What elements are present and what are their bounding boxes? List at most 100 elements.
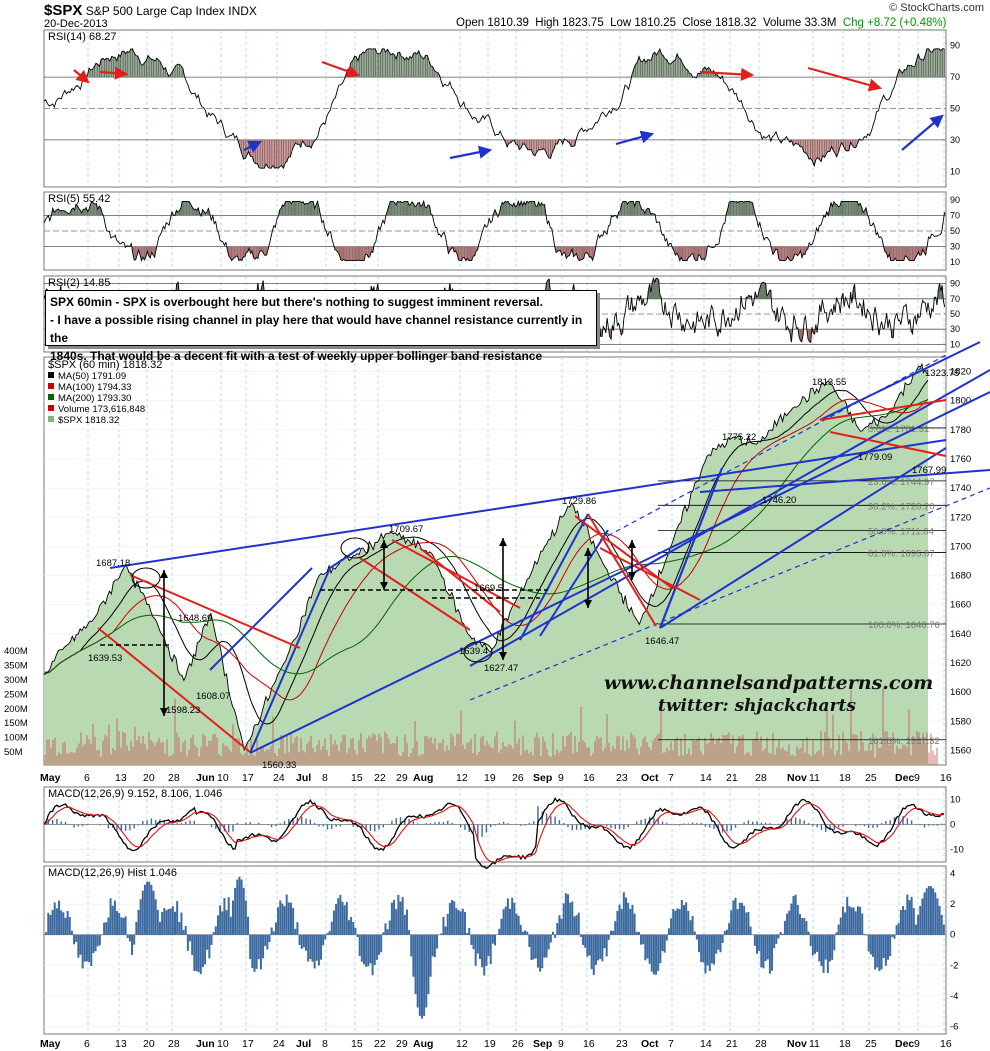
x-tick-label: 16 bbox=[583, 1038, 595, 1050]
price-tick-label: 1580 bbox=[950, 716, 971, 727]
x-tick-label: 21 bbox=[726, 1038, 738, 1050]
legend-entry: MA(50) 1791.09 bbox=[58, 371, 126, 382]
price-label: 1323.75 bbox=[925, 368, 959, 379]
x-tick-label: 7 bbox=[668, 772, 674, 784]
symbol: $SPX bbox=[44, 2, 83, 19]
x-tick-label: 17 bbox=[242, 772, 254, 784]
x-tick-label: Jun bbox=[196, 1038, 215, 1050]
x-tick-label: 22 bbox=[374, 772, 386, 784]
fib-label: 50.0%: 1711.04 bbox=[868, 526, 934, 537]
watermark-site: www.channelsandpatterns.com bbox=[604, 672, 934, 694]
pattern-line bbox=[819, 399, 947, 421]
y-tick-label: 50 bbox=[950, 309, 960, 319]
volume-tick-label: 50M bbox=[4, 747, 23, 758]
price-area bbox=[44, 364, 928, 765]
x-tick-label: Jul bbox=[296, 772, 311, 784]
divergence-arrow bbox=[73, 69, 90, 84]
x-tick-label: 6 bbox=[84, 772, 90, 784]
close-value: Close 1818.32 bbox=[682, 17, 757, 29]
x-tick-label: 15 bbox=[351, 772, 363, 784]
x-tick-label: 28 bbox=[168, 1038, 180, 1050]
y-tick-label: 70 bbox=[950, 72, 960, 82]
x-tick-label: Aug bbox=[413, 772, 433, 784]
x-tick-label: Nov bbox=[787, 772, 807, 784]
x-tick-label: 10 bbox=[217, 1038, 229, 1050]
ma200-line bbox=[43, 399, 929, 676]
x-tick-label: 26 bbox=[512, 1038, 524, 1050]
trend-line bbox=[469, 369, 990, 667]
x-tick-label: Jun bbox=[196, 772, 215, 784]
x-tick-label: 11 bbox=[809, 1038, 820, 1050]
y-tick-label: 90 bbox=[950, 279, 960, 289]
price-label: 1639.53 bbox=[88, 653, 122, 664]
x-tick-label: Oct bbox=[641, 772, 659, 784]
volume-tick-label: 350M bbox=[4, 661, 28, 672]
chart-header: $SPX S&P 500 Large Cap Index INDX bbox=[44, 2, 257, 19]
x-tick-label: 19 bbox=[484, 772, 496, 784]
x-tick-label: Dec bbox=[895, 1038, 914, 1050]
volume-tick-label: 400M bbox=[4, 646, 28, 657]
macd-line bbox=[43, 797, 944, 870]
arrow-head bbox=[584, 548, 592, 556]
symbol-name: S&P 500 Large Cap Index bbox=[85, 4, 225, 18]
x-tick-label: 14 bbox=[700, 1038, 712, 1050]
trend-line bbox=[659, 493, 713, 629]
arrow-head bbox=[380, 582, 388, 590]
open-value: Open 1810.39 bbox=[456, 17, 529, 29]
trend-line bbox=[699, 469, 990, 493]
divergence-arrow bbox=[699, 67, 755, 81]
ma50-line bbox=[43, 379, 929, 725]
x-tick-label: May bbox=[40, 772, 61, 784]
rsi-line bbox=[43, 199, 945, 263]
x-tick-label: 29 bbox=[396, 1038, 408, 1050]
macd-tick-label: 10 bbox=[950, 795, 961, 806]
price-label: 1560.33 bbox=[262, 760, 296, 771]
divergence-arrow bbox=[449, 145, 493, 160]
x-tick-label: 7 bbox=[668, 1038, 674, 1050]
y-tick-label: 30 bbox=[950, 324, 960, 334]
x-tick-label: 23 bbox=[616, 1038, 628, 1050]
legend-swatch bbox=[48, 383, 54, 389]
price-tick-label: 1660 bbox=[950, 600, 971, 611]
price-label: 1598.23 bbox=[166, 705, 200, 716]
y-tick-label: 90 bbox=[950, 195, 960, 205]
divergence-arrow bbox=[615, 130, 655, 146]
trend-line bbox=[519, 513, 589, 641]
macd-title: MACD(12,26,9) 9.152, 8.106, 1.046 bbox=[48, 788, 222, 800]
watermark-twitter: twitter: shjackcharts bbox=[658, 696, 856, 716]
x-tick-label: 9 bbox=[558, 772, 564, 784]
macd-tick-label: 0 bbox=[950, 820, 955, 831]
price-tick-label: 1720 bbox=[950, 512, 971, 523]
x-tick-label: 12 bbox=[456, 1038, 468, 1050]
divergence-arrow bbox=[901, 114, 944, 151]
x-tick-label: 13 bbox=[115, 772, 127, 784]
ohlc-readout: Open 1810.39 High 1823.75 Low 1810.25 Cl… bbox=[456, 17, 946, 29]
price-label: 1669.5 bbox=[474, 583, 503, 594]
volume-tick-label: 200M bbox=[4, 704, 28, 715]
fib-label: 0.0%: 1781.31 bbox=[868, 424, 929, 435]
x-tick-label: 11 bbox=[809, 772, 820, 784]
divergence-arrow bbox=[807, 66, 883, 92]
price-tick-label: 1560 bbox=[950, 745, 971, 756]
arrow-head bbox=[499, 538, 507, 546]
hist-tick-label: -2 bbox=[950, 960, 958, 971]
pattern-line bbox=[129, 574, 301, 649]
price-tick-label: 1780 bbox=[950, 425, 971, 436]
low-value: Low 1810.25 bbox=[610, 17, 676, 29]
x-tick-label: 25 bbox=[865, 1038, 877, 1050]
price-tick-label: 1760 bbox=[950, 454, 971, 465]
highlight-circle bbox=[340, 537, 370, 559]
divergence-arrow bbox=[243, 141, 262, 153]
pattern-line bbox=[829, 431, 947, 457]
y-tick-label: 30 bbox=[950, 242, 960, 252]
x-tick-label: 8 bbox=[322, 772, 328, 784]
x-tick-label: May bbox=[40, 1038, 61, 1050]
x-tick-label: 9 bbox=[558, 1038, 564, 1050]
x-tick-label: 19 bbox=[484, 1038, 496, 1050]
x-tick-label: 16 bbox=[583, 772, 595, 784]
arrow-head bbox=[499, 652, 507, 660]
volume-value: Volume 33.3M bbox=[762, 17, 837, 29]
rsi-line bbox=[43, 48, 945, 170]
highlight-circle bbox=[131, 567, 161, 589]
